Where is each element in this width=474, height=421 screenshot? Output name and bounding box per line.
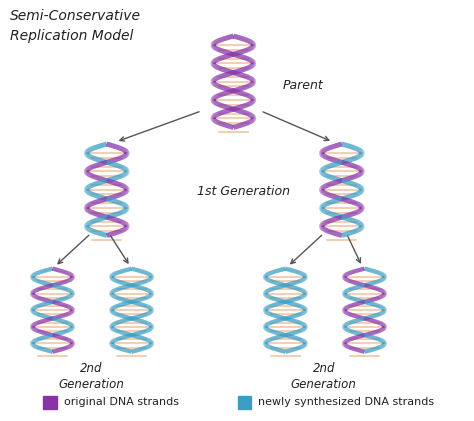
- Text: 2nd
Generation: 2nd Generation: [291, 362, 357, 391]
- Text: 1st Generation: 1st Generation: [197, 185, 290, 198]
- Text: Parent: Parent: [283, 80, 324, 92]
- Text: original DNA strands: original DNA strands: [64, 397, 179, 408]
- FancyBboxPatch shape: [238, 396, 251, 409]
- Text: newly synthesized DNA strands: newly synthesized DNA strands: [258, 397, 434, 408]
- FancyBboxPatch shape: [44, 396, 57, 409]
- Text: Semi-Conservative
Replication Model: Semi-Conservative Replication Model: [9, 9, 141, 43]
- Text: 2nd
Generation: 2nd Generation: [58, 362, 124, 391]
